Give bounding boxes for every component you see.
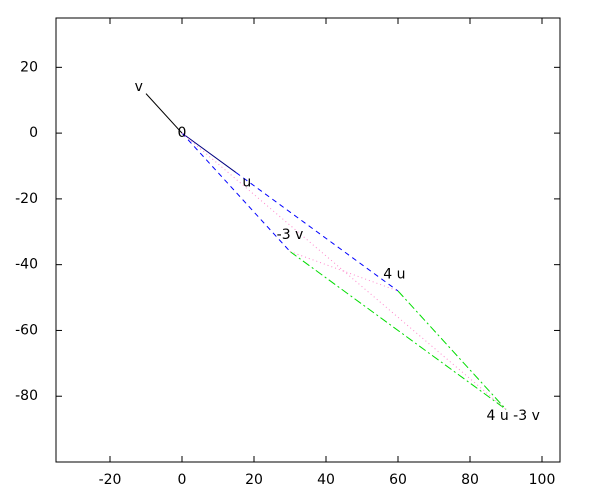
y-tick-label: -20 xyxy=(15,191,38,207)
vector-line xyxy=(397,290,507,410)
vector-line xyxy=(181,132,237,173)
x-tick-label: -20 xyxy=(99,472,122,488)
x-tick-label: 100 xyxy=(529,472,556,488)
vector-line xyxy=(181,132,291,252)
vector-line xyxy=(289,251,507,410)
x-tick-label: 60 xyxy=(389,472,407,488)
plot-frame xyxy=(55,17,561,463)
vector-line xyxy=(181,132,507,410)
point-label: v xyxy=(135,79,143,95)
x-tick-label: 80 xyxy=(461,472,479,488)
point-label: 4 u xyxy=(383,267,405,283)
y-tick-label: -40 xyxy=(15,257,38,273)
point-label: 0 xyxy=(178,125,187,141)
y-tick-label: -80 xyxy=(15,388,38,404)
x-tick-label: 40 xyxy=(317,472,335,488)
point-label: -3 v xyxy=(277,227,304,243)
y-tick-label: 0 xyxy=(29,125,38,141)
point-label: 4 u -3 v xyxy=(487,408,540,424)
x-tick-label: 20 xyxy=(245,472,263,488)
vector-line xyxy=(235,172,399,292)
y-tick-label: -60 xyxy=(15,322,38,338)
vector-line xyxy=(145,93,183,134)
y-tick-label: 20 xyxy=(20,59,38,75)
x-tick-label: 0 xyxy=(178,472,187,488)
point-label: u xyxy=(242,174,251,190)
